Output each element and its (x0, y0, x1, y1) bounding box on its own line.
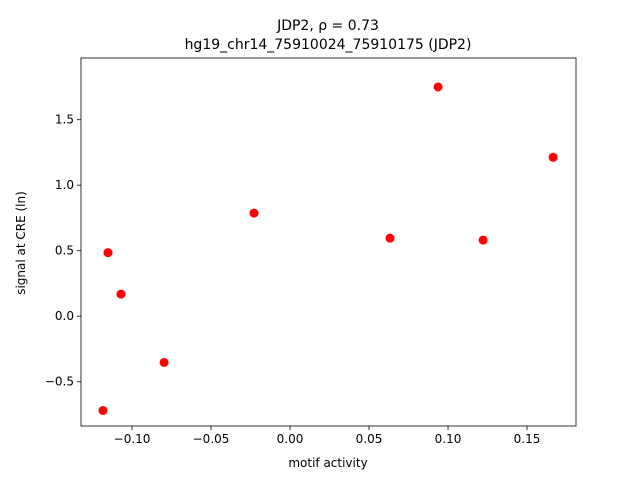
point (116, 289, 126, 299)
point (159, 357, 169, 367)
y-tick-label: 1.5 (55, 113, 74, 127)
x-tick-label: 0.10 (435, 432, 462, 446)
y-tick-label: 0.0 (55, 309, 74, 323)
x-tick-label: 0.05 (356, 432, 383, 446)
y-tick-label: 0.5 (55, 244, 74, 258)
x-axis-label: motif activity (288, 456, 367, 470)
y-axis-label: signal at CRE (ln) (14, 191, 28, 295)
point (249, 208, 259, 218)
axes-frame (80, 57, 577, 427)
x-tick-label: −0.10 (114, 432, 151, 446)
chart-subtitle: hg19_chr14_75910024_75910175 (JDP2) (185, 37, 472, 53)
point (433, 82, 443, 92)
y-tick-label: 1.0 (55, 178, 74, 192)
point (478, 235, 488, 245)
point (98, 406, 108, 416)
y-tick-label: −0.5 (45, 375, 74, 389)
x-tick-label: 0.15 (514, 432, 541, 446)
chart-title: JDP2, ρ = 0.73 (276, 18, 379, 34)
x-tick-label: −0.05 (193, 432, 230, 446)
point (103, 248, 113, 258)
point (385, 233, 395, 243)
point (548, 152, 558, 162)
x-tick-label: 0.00 (277, 432, 304, 446)
